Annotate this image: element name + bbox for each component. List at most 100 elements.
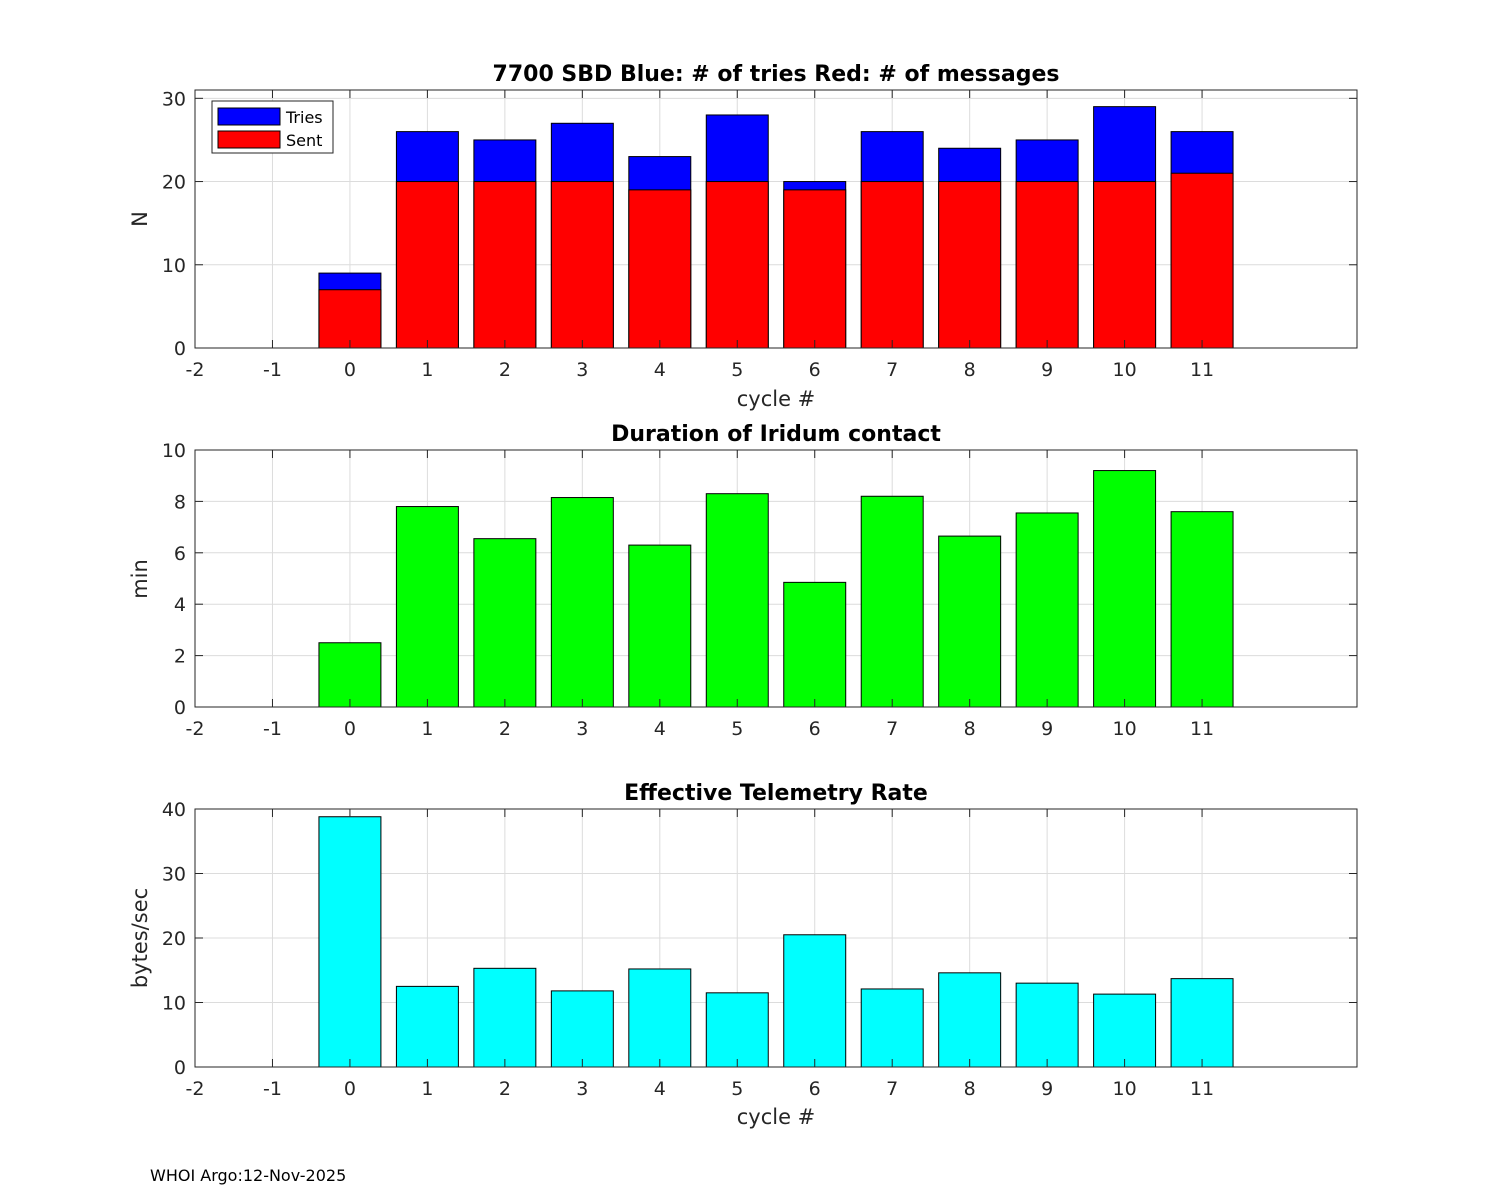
x-tick-label: 9 xyxy=(1041,718,1053,740)
bar-rate-cycle-11 xyxy=(1170,978,1234,1068)
x-tick-label: 7 xyxy=(886,718,898,740)
x-tick-label: 4 xyxy=(654,1078,666,1100)
legend-label-tries: Tries xyxy=(285,108,323,127)
x-tick-label: 10 xyxy=(1113,1078,1137,1100)
y-tick-label: 6 xyxy=(174,543,186,565)
x-tick-label: 11 xyxy=(1190,359,1214,381)
bar-duration-cycle-3 xyxy=(550,497,614,708)
y-tick-label: 20 xyxy=(162,928,186,950)
x-tick-label: 8 xyxy=(964,1078,976,1100)
x-tick-label: 1 xyxy=(421,359,433,381)
bar-duration-cycle-11 xyxy=(1170,511,1234,708)
bar-sent-cycle-5 xyxy=(705,181,769,349)
y-tick-label: 20 xyxy=(162,172,186,194)
x-tick-label: 8 xyxy=(964,359,976,381)
axes-background xyxy=(195,90,1357,348)
bar-rate-cycle-9 xyxy=(1015,982,1079,1068)
x-tick-label: 10 xyxy=(1113,359,1137,381)
y-tick-label: 8 xyxy=(174,491,186,513)
x-tick-label: 7 xyxy=(886,1078,898,1100)
plot-area: -2 -1 0 1 2 3 4 5 6 7 8 9 10 11 0 2 4 6 8 10 xyxy=(162,440,1358,740)
bar-duration-cycle-1 xyxy=(395,506,459,708)
x-tick-label: 10 xyxy=(1113,718,1137,740)
bar-sent-cycle-7 xyxy=(860,181,924,349)
bar-duration-cycle-5 xyxy=(705,493,769,708)
axes-frame xyxy=(194,89,1358,349)
tries-sent-chart: -2 -1 0 1 2 3 4 5 6 7 8 9 10 11 0 10 20 30 7700 SBD Blue:… xyxy=(128,62,1358,411)
y-axis-label: bytes/sec xyxy=(128,888,152,988)
y-tick-label: 0 xyxy=(174,338,186,360)
plot-area: -2 -1 0 1 2 3 4 5 6 7 8 9 10 11 0 10 20 30 40 xyxy=(162,799,1358,1100)
x-tick-label: 11 xyxy=(1190,718,1214,740)
x-tick-label: 6 xyxy=(809,718,821,740)
legend-swatch-sent xyxy=(217,130,281,149)
footer-credit: WHOI Argo:12-Nov-2025 xyxy=(150,1166,347,1185)
bar-sent-cycle-3 xyxy=(550,181,614,349)
x-tick-label: 9 xyxy=(1041,359,1053,381)
bar-duration-cycle-4 xyxy=(628,544,692,708)
x-tick-label: 1 xyxy=(421,718,433,740)
bar-rate-cycle-5 xyxy=(705,992,769,1068)
y-tick-label: 0 xyxy=(174,1057,186,1079)
bar-rate-cycle-2 xyxy=(473,967,537,1068)
y-axis-label: N xyxy=(128,211,152,227)
x-tick-label: 0 xyxy=(344,1078,356,1100)
x-tick-label: 11 xyxy=(1190,1078,1214,1100)
x-tick-label: 3 xyxy=(576,1078,588,1100)
bar-rate-cycle-0 xyxy=(318,816,382,1068)
bar-sent-cycle-1 xyxy=(395,181,459,349)
bar-sent-cycle-6 xyxy=(783,189,847,349)
x-axis-label: cycle # xyxy=(737,387,816,411)
x-axis-label: cycle # xyxy=(737,1105,816,1129)
legend: Tries Sent xyxy=(211,100,334,154)
x-tick-label: -1 xyxy=(263,359,282,381)
x-tick-label: 4 xyxy=(654,718,666,740)
x-tick-label: 9 xyxy=(1041,1078,1053,1100)
x-tick-label: 2 xyxy=(499,359,511,381)
bar-duration-cycle-6 xyxy=(783,581,847,708)
x-tick-label: 3 xyxy=(576,359,588,381)
duration-chart: -2 -1 0 1 2 3 4 5 6 7 8 9 10 11 0 2 4 6 8 10 Duration of Ir… xyxy=(128,422,1358,740)
x-tick-label: -2 xyxy=(186,1078,205,1100)
bar-sent-cycle-8 xyxy=(938,181,1002,349)
x-tick-label: -1 xyxy=(263,718,282,740)
bar-sent-cycle-9 xyxy=(1015,181,1079,349)
x-tick-label: 0 xyxy=(344,359,356,381)
bar-sent-cycle-0 xyxy=(318,289,382,349)
x-tick-label: 1 xyxy=(421,1078,433,1100)
x-tick-label: 5 xyxy=(731,1078,743,1100)
bar-duration-cycle-0 xyxy=(318,642,382,708)
y-tick-label: 0 xyxy=(174,697,186,719)
y-tick-label: 4 xyxy=(174,594,186,616)
x-tick-label: -1 xyxy=(263,1078,282,1100)
bar-rate-cycle-8 xyxy=(938,972,1002,1068)
chart-title: 7700 SBD Blue: # of tries Red: # of mess… xyxy=(493,62,1060,87)
chart-title: Effective Telemetry Rate xyxy=(624,781,928,806)
bar-duration-cycle-8 xyxy=(938,535,1002,708)
legend-swatch-tries xyxy=(217,107,281,126)
x-tick-label: 7 xyxy=(886,359,898,381)
legend-label-sent: Sent xyxy=(286,131,322,150)
y-tick-label: 30 xyxy=(162,88,186,110)
y-tick-label: 30 xyxy=(162,864,186,886)
x-tick-label: 5 xyxy=(731,359,743,381)
x-tick-label: -2 xyxy=(186,718,205,740)
x-tick-label: 8 xyxy=(964,718,976,740)
x-tick-label: -2 xyxy=(186,359,205,381)
x-tick-label: 2 xyxy=(499,1078,511,1100)
axes-frame xyxy=(194,449,1358,708)
y-tick-label: 10 xyxy=(162,993,186,1015)
bar-sent-cycle-11 xyxy=(1170,172,1234,349)
x-tick-label: 0 xyxy=(344,718,356,740)
bar-duration-cycle-7 xyxy=(860,495,924,708)
plot-area: -2 -1 0 1 2 3 4 5 6 7 8 9 10 11 0 10 20 30 xyxy=(162,88,1358,381)
x-tick-label: 5 xyxy=(731,718,743,740)
bar-rate-cycle-10 xyxy=(1093,993,1157,1068)
bar-rate-cycle-1 xyxy=(395,985,459,1068)
bar-duration-cycle-9 xyxy=(1015,512,1079,708)
bar-sent-cycle-2 xyxy=(473,181,537,349)
x-tick-label: 6 xyxy=(809,1078,821,1100)
bar-sent-cycle-4 xyxy=(628,189,692,349)
chart-title: Duration of Iridum contact xyxy=(611,422,941,447)
